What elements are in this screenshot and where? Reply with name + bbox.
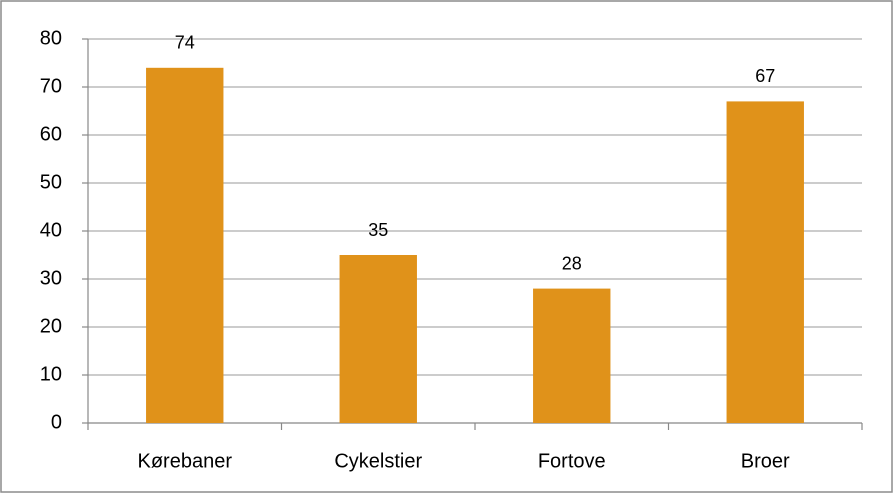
- y-tick-label: 70: [40, 75, 62, 97]
- x-tick-label: Cykelstier: [334, 450, 422, 472]
- data-label: 28: [562, 253, 582, 273]
- bar: [533, 288, 611, 423]
- y-tick-label: 30: [40, 267, 62, 289]
- data-label: 35: [368, 220, 388, 240]
- data-label: 74: [175, 33, 195, 53]
- x-tick-label: Broer: [741, 450, 790, 472]
- y-tick-label: 0: [51, 411, 62, 433]
- data-label: 67: [755, 66, 775, 86]
- bar: [726, 101, 804, 424]
- bar: [146, 67, 224, 424]
- y-tick-label: 20: [40, 315, 62, 337]
- bar: [339, 255, 417, 423]
- y-tick-label: 60: [40, 123, 62, 145]
- y-tick-label: 40: [40, 219, 62, 241]
- x-tick-label: Kørebaner: [138, 450, 233, 472]
- x-tick-label: Fortove: [538, 450, 606, 472]
- y-tick-label: 50: [40, 171, 62, 193]
- y-tick-label: 10: [40, 363, 62, 385]
- y-tick-label: 80: [40, 27, 62, 49]
